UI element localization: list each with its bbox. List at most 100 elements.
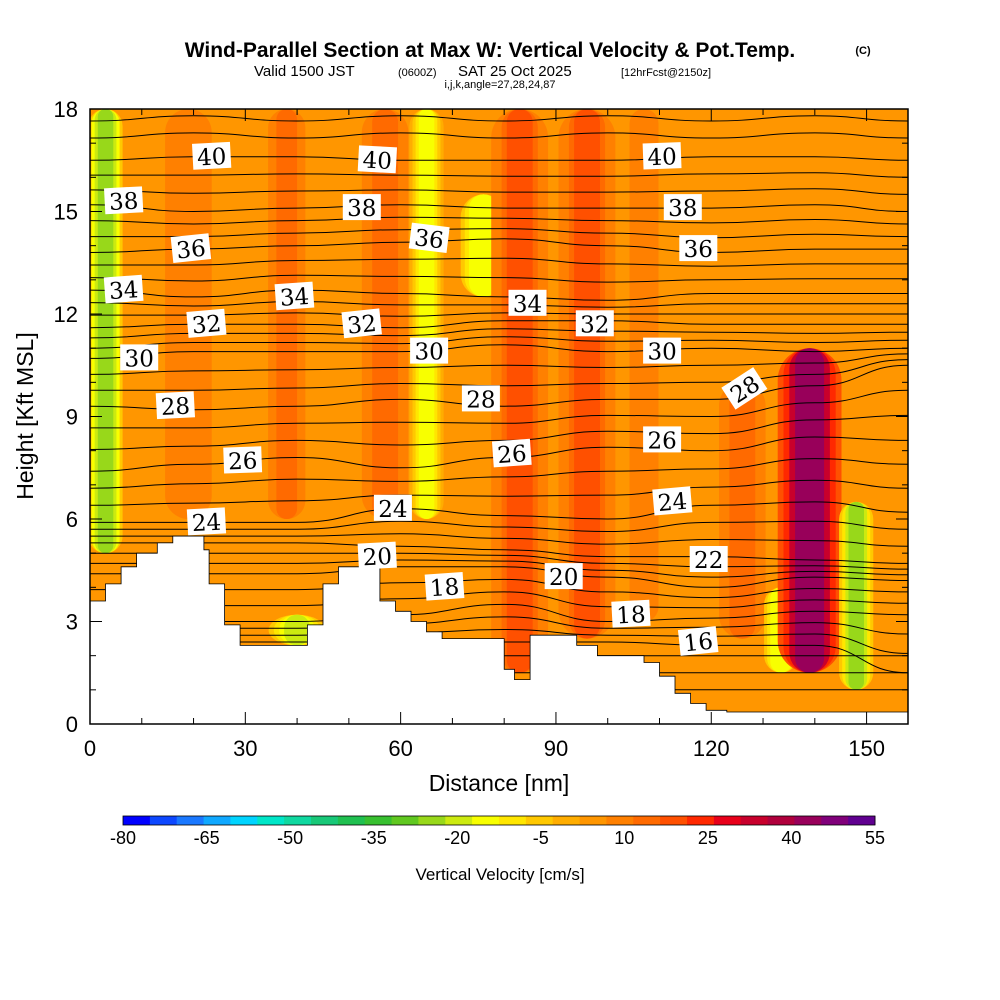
theta-contour-28 — [90, 364, 908, 411]
contour-label-bg — [461, 385, 500, 412]
contour-label-text: 26 — [647, 428, 676, 454]
contour-label-bg — [191, 141, 232, 170]
theta-contour-minor — [90, 132, 908, 139]
colorbar-swatch — [687, 816, 715, 825]
contour-label-text: 36 — [175, 236, 207, 265]
velocity-core-6 — [473, 194, 494, 297]
contour-label-18: 18 — [611, 599, 651, 629]
contour-label-text: 40 — [196, 144, 227, 171]
contour-label-text: 30 — [647, 340, 676, 366]
contour-label-bg — [373, 494, 412, 521]
theta-contour-minor — [90, 274, 908, 283]
contour-label-bg — [170, 233, 212, 264]
contour-label-text: 32 — [191, 311, 222, 339]
y-tick-label: 0 — [66, 712, 78, 737]
forecast-run: [12hrFcst@2150z] — [621, 67, 711, 79]
contour-label-bg — [544, 563, 583, 590]
x-tick-label: 60 — [388, 736, 412, 761]
contour-label-bg — [491, 438, 532, 468]
contour-label-bg — [155, 391, 196, 420]
contour-label-text: 34 — [108, 277, 139, 305]
contour-label-36: 36 — [408, 222, 450, 254]
theta-contour-minor — [90, 533, 908, 547]
velocity-core-8 — [574, 109, 600, 639]
colorbar-swatch — [311, 816, 339, 825]
contour-label-38: 38 — [663, 194, 702, 222]
contour-label-text: 36 — [413, 225, 445, 254]
theta-contour-minor — [90, 559, 908, 578]
velocity-core-13 — [848, 501, 864, 690]
contour-label-bg — [508, 289, 547, 316]
colorbar-swatch — [794, 816, 822, 825]
colorbar-swatch — [337, 816, 366, 825]
y-tick-label: 12 — [54, 302, 78, 327]
contour-label-36: 36 — [170, 233, 212, 265]
contour-label-34: 34 — [274, 281, 315, 312]
colorbar-swatch — [552, 816, 581, 825]
contour-label-26: 26 — [223, 446, 263, 475]
y-axis-label: Height [Kft MSL] — [12, 332, 38, 499]
contour-label-40: 40 — [642, 142, 682, 171]
contour-label-bg — [689, 546, 728, 572]
colorbar-tick-labels: -80 -65 -50 -35 -20 -5 10 25 40 55 — [110, 828, 885, 848]
colorbar-tick-label: -35 — [361, 828, 387, 848]
colorbar-swatch — [660, 816, 688, 825]
colorbar-tick-label: 25 — [698, 828, 718, 848]
theta-contour-minor — [90, 414, 908, 450]
theta-contour-34 — [90, 289, 908, 301]
theta-contour-minor — [90, 578, 908, 599]
theta-contour-minor — [90, 591, 908, 609]
contour-label-26: 26 — [491, 438, 532, 469]
contour-label-text: 26 — [496, 441, 527, 469]
contour-label-text: 34 — [279, 284, 310, 312]
theta-contour-18 — [90, 603, 908, 623]
colorbar-tick-label: 10 — [614, 828, 634, 848]
colorbar-swatch — [257, 816, 285, 825]
contour-label-18: 18 — [424, 572, 465, 602]
theta-contour-minor — [90, 359, 908, 391]
colorbar-swatch — [848, 816, 876, 825]
colorbar-tick-label: -65 — [194, 828, 220, 848]
contour-label-40: 40 — [191, 141, 232, 172]
colorbar-swatch — [123, 816, 151, 825]
contour-label-38: 38 — [342, 194, 381, 222]
colorbar-swatch — [230, 816, 258, 825]
velocity-core-0 — [97, 109, 114, 554]
contour-label-text: 40 — [647, 144, 677, 171]
contour-label-text: 24 — [657, 489, 688, 517]
contour-label-text: 38 — [668, 196, 697, 222]
theta-contour-36 — [90, 238, 908, 254]
contour-label-text: 32 — [580, 312, 609, 338]
theta-contour-minor — [90, 115, 908, 122]
x-tick-label: 150 — [848, 736, 885, 761]
theta-contour-32 — [90, 320, 908, 329]
theta-contour-minor — [90, 188, 908, 195]
colorbar-swatch — [579, 816, 607, 825]
theta-contour-20 — [90, 566, 908, 588]
colorbar-tick-label: -20 — [444, 828, 470, 848]
contour-label-text: 38 — [347, 196, 376, 222]
contour-label-text: 26 — [228, 448, 258, 475]
contour-label-bg — [677, 626, 719, 656]
theta-contour-24 — [90, 501, 908, 523]
theta-contour-minor — [90, 520, 908, 533]
contour-label-32: 32 — [186, 308, 227, 340]
contour-label-bg — [642, 142, 682, 170]
contour-label-34: 34 — [508, 289, 547, 318]
contour-label-bg — [652, 486, 693, 516]
colorbar-swatch — [499, 816, 527, 825]
contour-label-text: 34 — [513, 292, 542, 318]
grid-indices: i,j,k,angle=27,28,24,87 — [444, 79, 555, 91]
colorbar-swatch — [606, 816, 634, 825]
colorbar-tick-label: 55 — [865, 828, 885, 848]
y-tick-label: 6 — [66, 507, 78, 532]
y-tick-label: 18 — [54, 97, 78, 122]
colorbar-tick-label: -80 — [110, 828, 136, 848]
colorbar-swatch — [445, 816, 473, 825]
contour-label-text: 16 — [682, 629, 714, 658]
velocity-core-3 — [284, 614, 310, 646]
contour-label-bg — [424, 572, 465, 601]
